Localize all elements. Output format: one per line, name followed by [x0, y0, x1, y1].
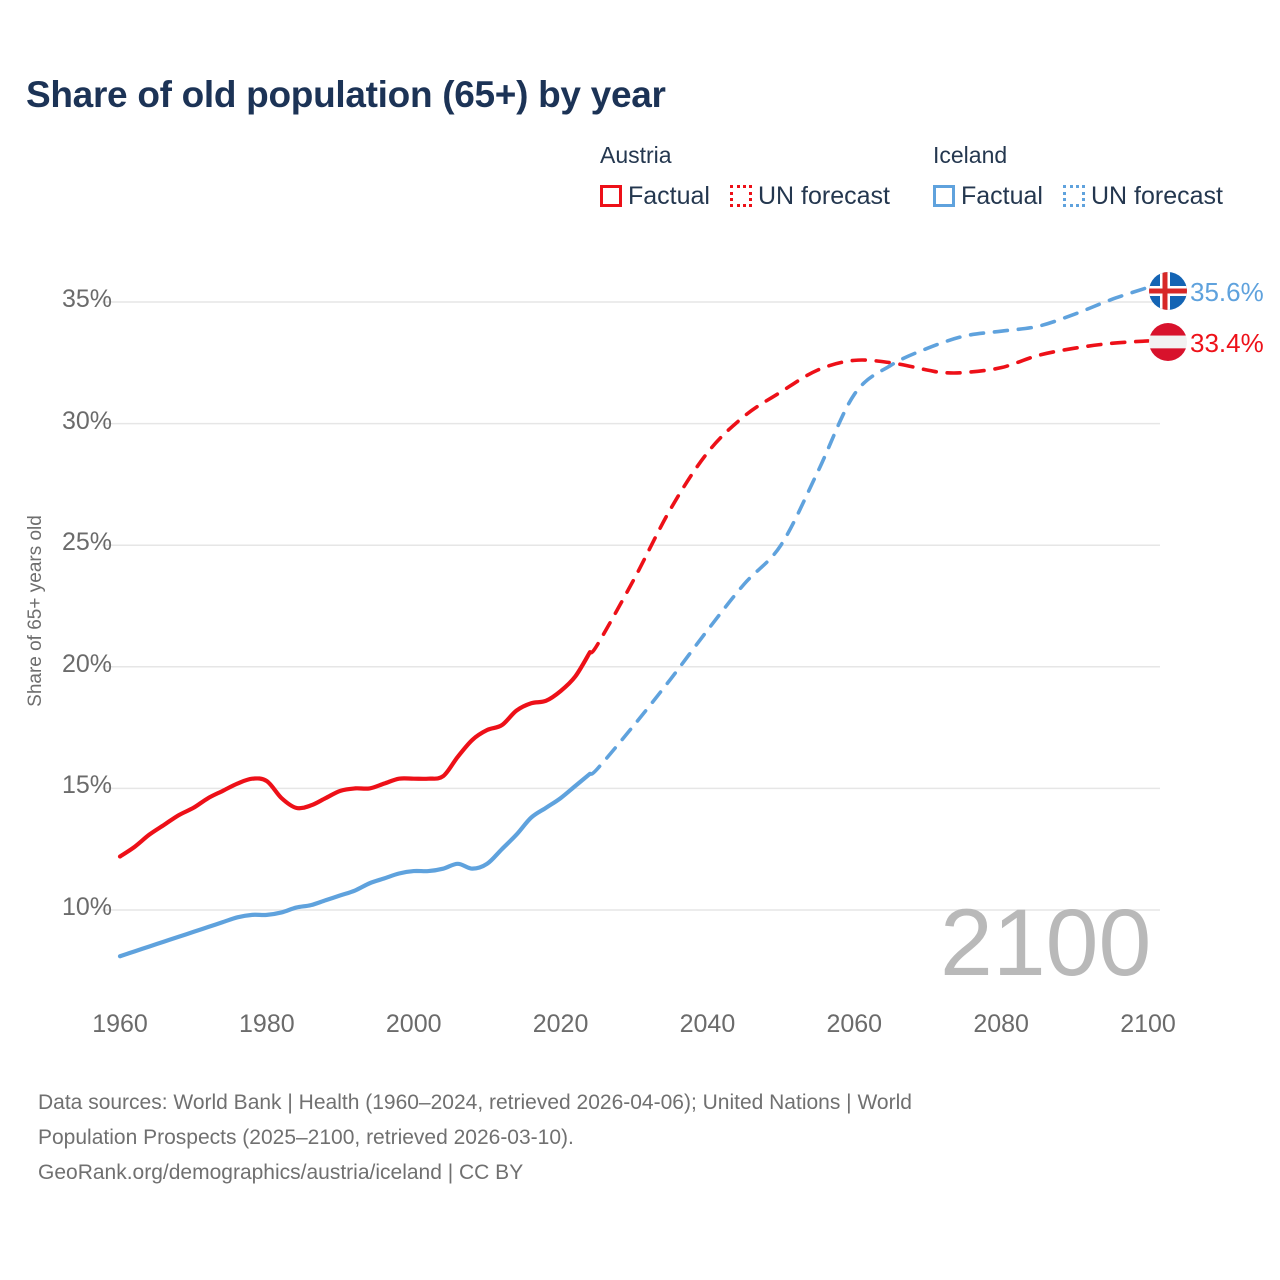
chart-canvas	[102, 285, 1160, 959]
x-tick-label: 2100	[1120, 1010, 1176, 1038]
x-tick-label: 1980	[239, 1010, 295, 1038]
y-tick-label: 30%	[61, 406, 112, 435]
legend-label-austria-factual: Factual	[628, 182, 710, 210]
austria-flag-icon	[1149, 323, 1187, 361]
y-tick-label: 25%	[61, 528, 112, 557]
footer-sources-line-1: Data sources: World Bank | Health (1960–…	[38, 1091, 912, 1114]
page-title: Share of old population (65+) by year	[26, 74, 666, 115]
iceland-factual-line	[117, 771, 593, 959]
y-axis-title: Share of 65+ years old	[25, 515, 46, 707]
legend-item-iceland-factual[interactable]: Factual	[933, 183, 1043, 209]
legend-swatch-solid-icon	[933, 185, 955, 207]
series-lines	[117, 285, 1150, 959]
x-tick-label: 2080	[973, 1010, 1029, 1038]
legend-group-austria: Austria Factual UN forecast	[600, 142, 890, 211]
legend-swatch-dotted-icon	[1062, 185, 1085, 207]
iceland-forecast-line	[588, 285, 1150, 776]
y-tick-label: 35%	[61, 285, 112, 313]
x-tick-label: 2000	[385, 1010, 442, 1038]
legend-swatch-solid-icon	[600, 185, 622, 207]
y-tick-label: 20%	[61, 649, 112, 678]
x-tick-label: 2040	[679, 1010, 736, 1038]
legend-country-iceland: Iceland	[933, 142, 1008, 168]
iceland-end-value: 35.6%	[1190, 277, 1264, 307]
chart-footer: Data sources: World Bank | Health (1960–…	[38, 1085, 1238, 1190]
legend-swatch-dotted-icon	[729, 185, 752, 207]
iceland-flag-icon	[1149, 272, 1187, 310]
chart-legend: Austria Factual UN forecast Iceland Fact…	[600, 142, 1260, 222]
legend-row-austria: Factual UN forecast	[600, 181, 890, 211]
x-tick-label: 1960	[92, 1010, 148, 1038]
year-watermark: 2100	[940, 890, 1152, 996]
legend-item-austria-factual[interactable]: Factual	[600, 183, 710, 209]
legend-item-iceland-forecast[interactable]: UN forecast	[1062, 182, 1223, 210]
footer-attribution: GeoRank.org/demographics/austria/iceland…	[38, 1161, 524, 1184]
plot-area: Share of 65+ years old 10% 15% 20% 25% 30% 35…	[25, 272, 1264, 1038]
legend-label-iceland-forecast: UN forecast	[1090, 182, 1223, 210]
y-tick-label: 15%	[61, 771, 112, 800]
legend-row-iceland: Factual UN forecast	[933, 181, 1223, 211]
footer-sources-line-2: Population Prospects (2025–2100, retriev…	[38, 1126, 574, 1149]
austria-forecast-line	[588, 339, 1150, 655]
legend-item-austria-forecast[interactable]: UN forecast	[729, 182, 890, 210]
austria-end-value: 33.4%	[1190, 328, 1264, 358]
austria-factual-line	[117, 650, 593, 859]
legend-label-iceland-factual: Factual	[961, 182, 1043, 210]
legend-group-iceland: Iceland Factual UN forecast	[933, 142, 1223, 211]
gridlines	[102, 301, 1160, 911]
x-tick-label: 2020	[532, 1010, 589, 1038]
legend-label-austria-forecast: UN forecast	[757, 182, 890, 210]
legend-country-austria: Austria	[600, 142, 672, 168]
y-tick-label: 10%	[61, 893, 112, 921]
x-tick-label: 2060	[826, 1010, 883, 1038]
